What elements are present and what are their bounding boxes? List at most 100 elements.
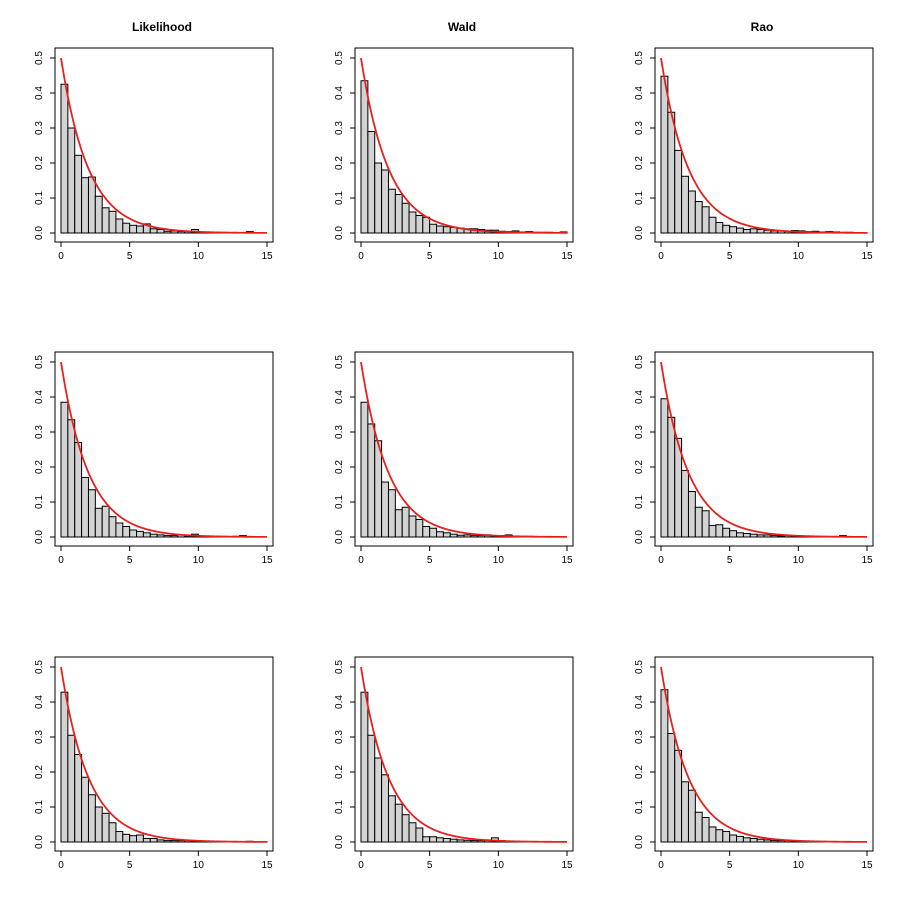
x-tick-label: 0 — [358, 860, 364, 871]
histogram-bar — [87, 176, 96, 234]
y-tick-label: 0.0 — [634, 530, 645, 544]
histogram-bar — [374, 162, 383, 234]
histogram-bar — [129, 835, 138, 843]
histogram-panel-9: 0 5 10 15 0.0 0.1 0.2 0.3 0.4 0.5 — [634, 656, 874, 871]
x-tick-label: 10 — [793, 555, 805, 566]
histogram-bar — [415, 827, 424, 843]
y-tick-label: 0.5 — [634, 660, 645, 674]
histogram-bar — [136, 225, 144, 234]
histogram-bar — [415, 215, 424, 234]
histogram-bar — [60, 401, 69, 538]
x-tick-label: 0 — [358, 555, 364, 566]
histogram-bar — [681, 781, 689, 843]
y-tick-label: 0.2 — [334, 156, 345, 170]
histogram-bar — [742, 533, 751, 538]
histogram-bar — [94, 806, 103, 843]
histogram-bar — [736, 835, 744, 843]
x-tick-label: 15 — [261, 251, 273, 262]
x-tick-label: 5 — [127, 251, 133, 262]
x-tick-label: 15 — [861, 555, 873, 566]
histogram-bar — [387, 188, 396, 234]
y-tick-label: 0.2 — [634, 765, 645, 779]
histogram-bar — [115, 218, 124, 234]
x-tick-label: 10 — [193, 555, 205, 566]
histogram-bar — [394, 509, 403, 538]
histogram-bar — [756, 838, 765, 843]
y-tick-label: 0.2 — [34, 765, 45, 779]
y-tick-label: 0.5 — [634, 355, 645, 369]
density-curve — [60, 57, 267, 234]
y-tick-label: 0.1 — [334, 495, 345, 509]
x-tick-label: 0 — [658, 860, 664, 871]
histogram-bar — [463, 534, 472, 538]
histogram-bar — [681, 175, 689, 234]
y-tick-label: 0.3 — [634, 425, 645, 439]
histogram-bar — [163, 230, 172, 234]
x-tick-label: 5 — [127, 860, 133, 871]
histogram-bar — [108, 822, 117, 843]
y-tick-label: 0.5 — [334, 51, 345, 65]
histogram-bar — [156, 839, 165, 843]
y-tick-label: 0.2 — [334, 765, 345, 779]
histogram-bar — [470, 535, 479, 538]
histogram-bar — [715, 524, 724, 538]
histogram-bar — [149, 533, 158, 538]
histogram-bar — [701, 510, 710, 538]
y-tick-label: 0.2 — [334, 460, 345, 474]
histogram-bar — [142, 532, 151, 538]
histogram-bar — [667, 733, 676, 843]
x-tick-label: 10 — [193, 860, 205, 871]
histogram-bar — [422, 216, 431, 234]
histogram-bar — [60, 691, 69, 843]
histogram-bar — [742, 229, 751, 234]
x-tick-label: 15 — [561, 860, 573, 871]
histogram-bar — [115, 831, 124, 843]
histogram-bar — [142, 838, 151, 843]
histogram-bar — [436, 225, 444, 234]
histogram-bar — [387, 795, 396, 843]
y-tick-label: 0.5 — [634, 51, 645, 65]
x-tick-label: 5 — [427, 860, 433, 871]
histogram-bar — [108, 210, 117, 234]
histogram-bar — [129, 529, 138, 538]
y-tick-label: 0.1 — [34, 191, 45, 205]
histogram-bar — [681, 470, 689, 538]
histogram-bar — [701, 817, 710, 843]
histogram-bar — [763, 839, 772, 843]
histogram-bar — [81, 477, 89, 538]
y-tick-label: 0.0 — [334, 835, 345, 849]
histogram-bar — [756, 534, 765, 538]
histogram-bar — [408, 822, 417, 843]
density-curve — [60, 361, 267, 538]
y-tick-label: 0.2 — [634, 460, 645, 474]
histogram-panel-4: 0 5 10 15 0.0 0.1 0.2 0.3 0.4 0.5 — [34, 351, 274, 566]
histogram-bar — [74, 154, 83, 234]
histogram-bar — [115, 522, 124, 538]
histogram-bar — [374, 757, 383, 843]
y-tick-label: 0.4 — [34, 86, 45, 100]
y-tick-label: 0.5 — [334, 660, 345, 674]
histogram-bar — [374, 440, 383, 538]
histogram-bar — [763, 534, 772, 538]
histogram-bar — [156, 534, 165, 538]
histogram-bar — [729, 226, 738, 234]
y-tick-label: 0.3 — [634, 730, 645, 744]
density-curve — [360, 361, 567, 538]
histogram-bar — [742, 837, 751, 843]
histogram-bar — [715, 222, 724, 234]
y-tick-label: 0.0 — [34, 835, 45, 849]
histogram-bar — [777, 535, 786, 538]
y-tick-label: 0.2 — [634, 156, 645, 170]
histogram-bar — [722, 527, 731, 538]
y-tick-label: 0.4 — [634, 390, 645, 404]
x-tick-label: 0 — [58, 555, 64, 566]
column-title-rao: Rao — [751, 20, 774, 34]
histogram-bar — [394, 803, 403, 843]
histogram-bar — [81, 177, 89, 234]
histogram-bar — [674, 149, 683, 234]
histogram-bar — [436, 837, 444, 843]
column-title-likelihood: Likelihood — [132, 20, 192, 34]
histogram-bar — [136, 834, 144, 843]
y-tick-label: 0.3 — [34, 425, 45, 439]
histogram-bar — [122, 222, 131, 234]
